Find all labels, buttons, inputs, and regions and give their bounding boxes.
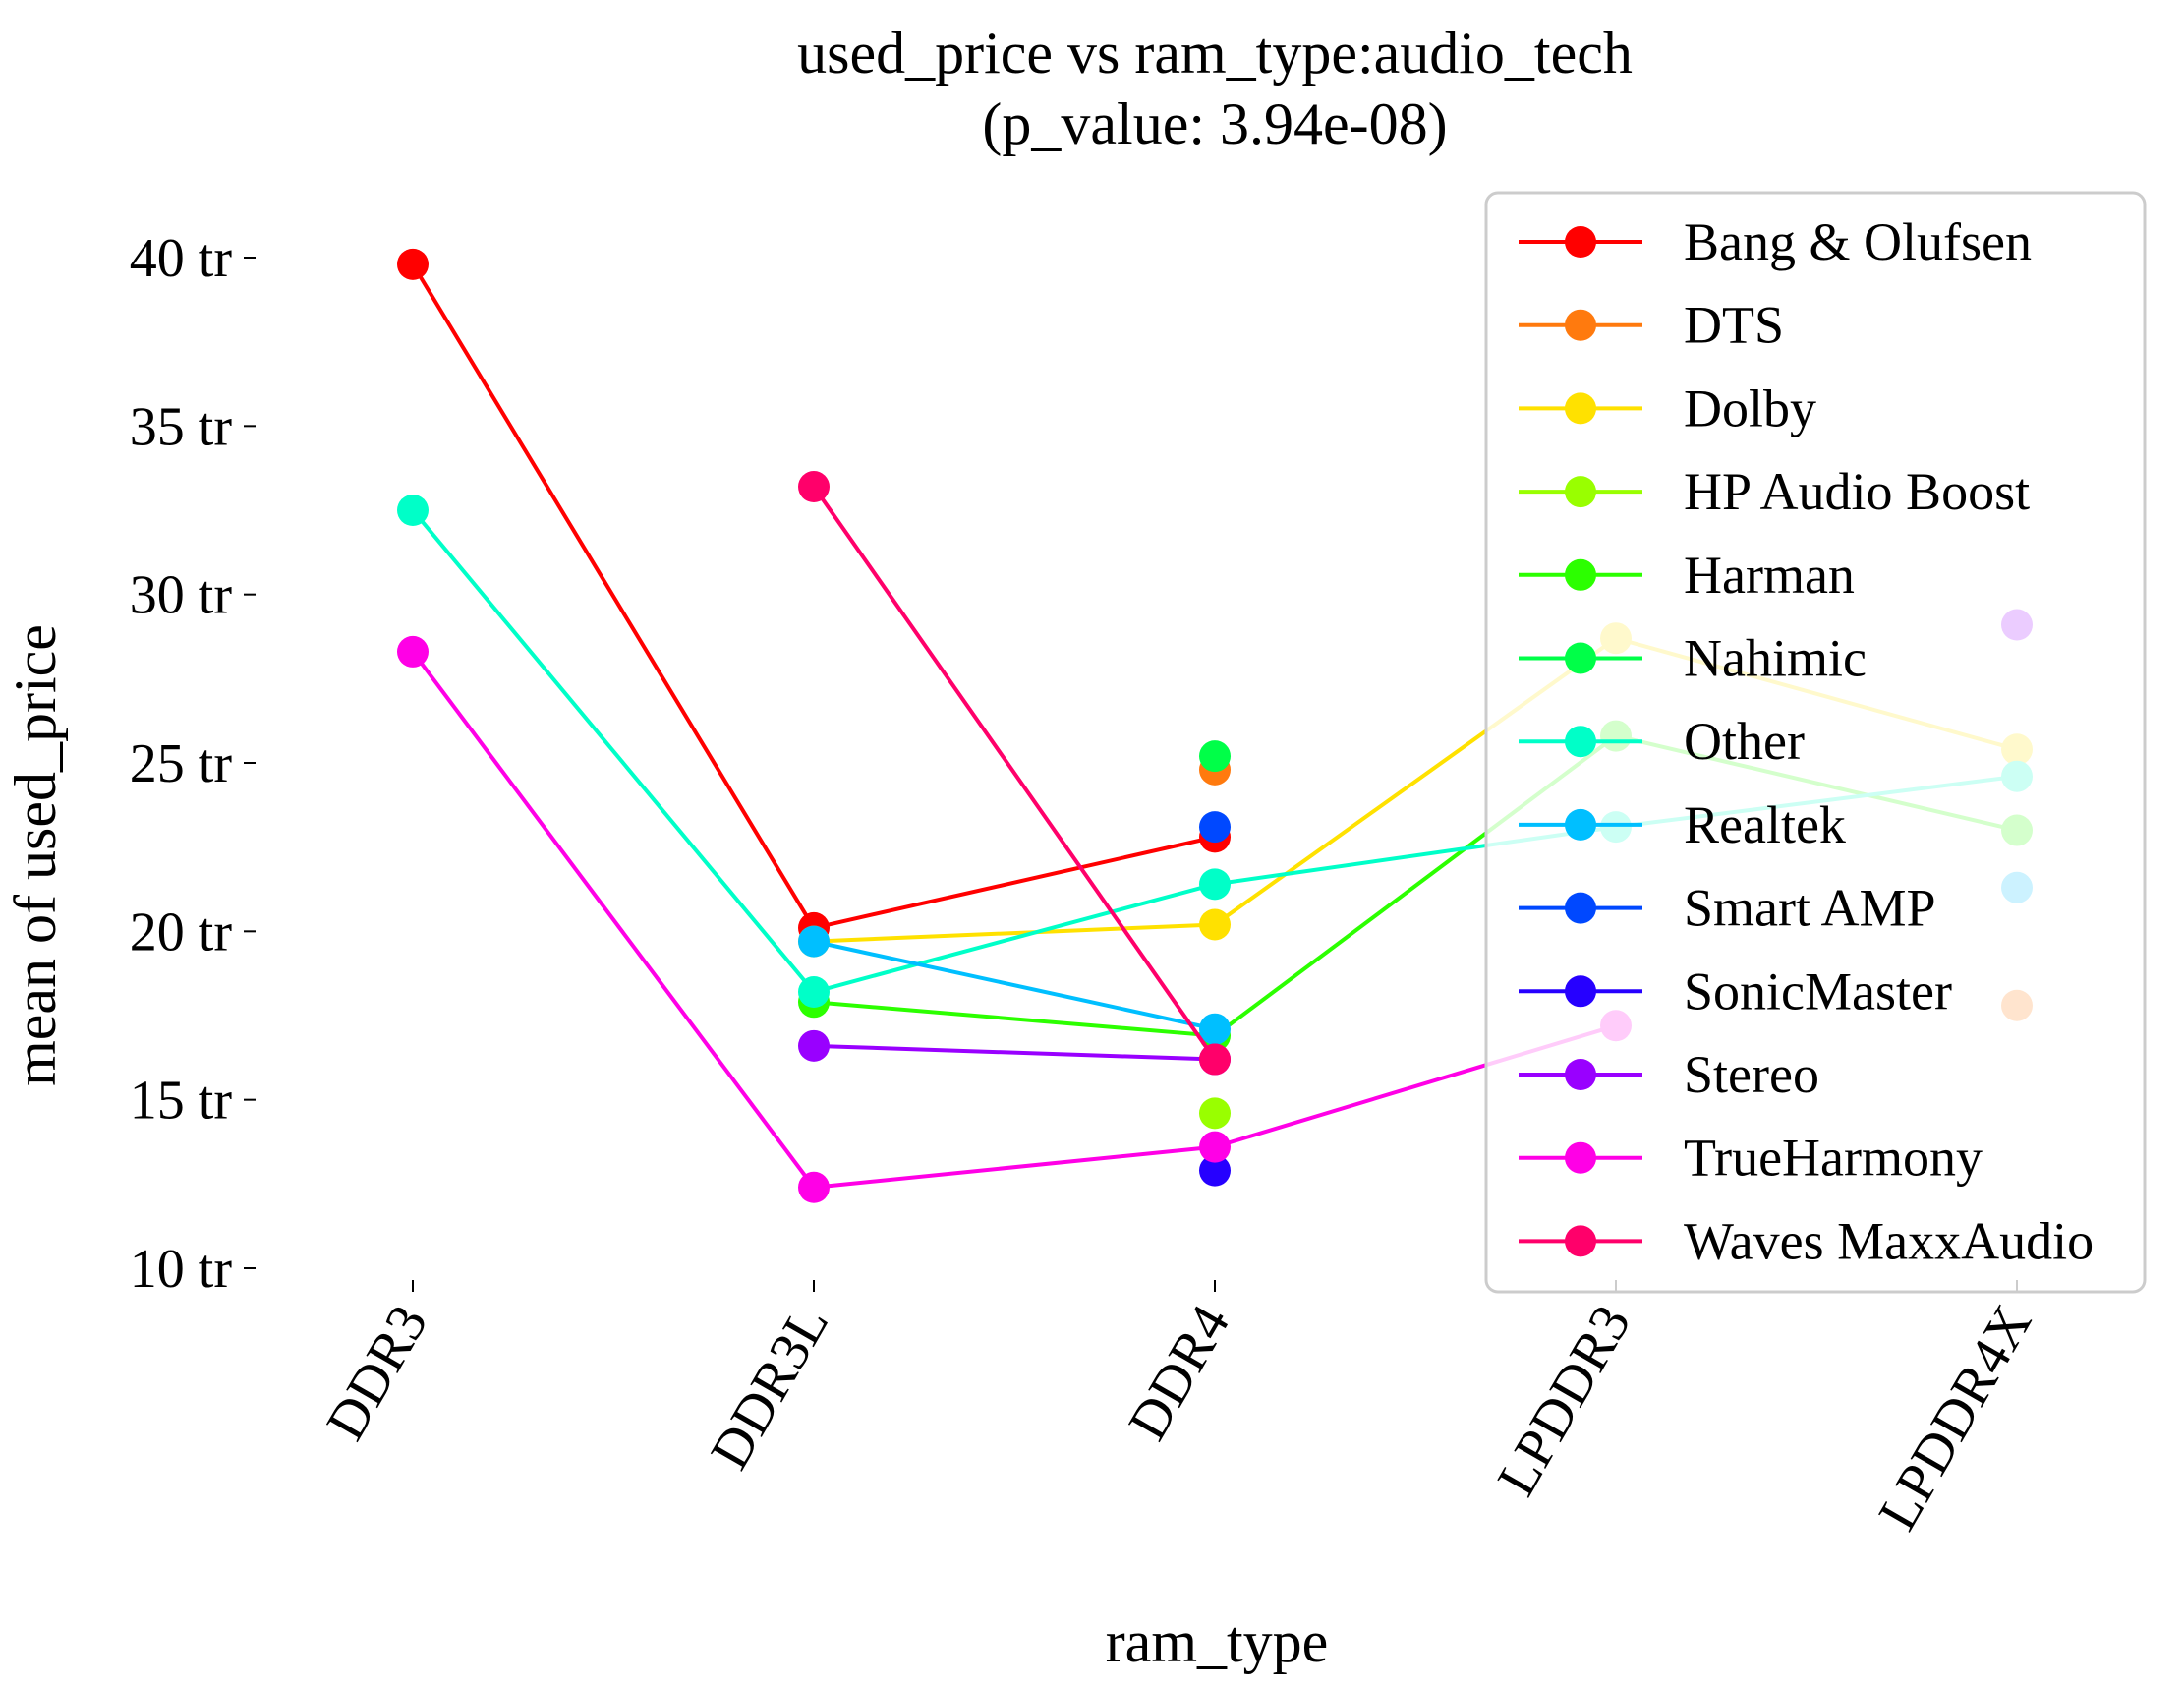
series [1199, 1154, 1231, 1187]
legend-item: Realtek [1519, 795, 1846, 854]
legend-item: Nahimic [1519, 629, 1867, 688]
legend-item: Bang & Olufsen [1519, 212, 2032, 271]
y-axis-label: mean of used_price [3, 624, 68, 1086]
data-point [397, 635, 429, 668]
chart-title: used_price vs ram_type:audio_tech [797, 21, 1633, 86]
legend-frame [1484, 191, 2147, 1294]
series-line-segment [813, 1000, 1216, 1038]
legend-item: Harman [1519, 546, 1855, 605]
x-axis-label: ram_type [1106, 1609, 1329, 1674]
series [397, 635, 1632, 1203]
series-line-segment [813, 1144, 1216, 1190]
legend-label: HP Audio Boost [1684, 462, 2030, 521]
data-point [1199, 908, 1231, 941]
legend-label: Bang & Olufsen [1684, 212, 2032, 271]
series-line-segment [812, 485, 1217, 1061]
series-line-segment [411, 262, 816, 929]
legend-label: Harman [1684, 546, 1855, 605]
legend-marker [1565, 892, 1596, 924]
x-tick-label: LPDDR4X [1868, 1296, 2044, 1541]
x-tick-label: DDR3 [315, 1296, 439, 1451]
chart-subtitle: (p_value: 3.94e-08) [982, 91, 1447, 156]
legend-items: Bang & Olufsen DTS Dolby HP Audio Boost Harm… [1519, 212, 2094, 1270]
legend-item: Dolby [1519, 379, 1816, 437]
legend-marker [1565, 309, 1596, 341]
x-axis: DDR3 DDR3L DDR4 LPDDR3 LPDDR4X [315, 1280, 2043, 1541]
y-tick-label: 20 tr [130, 902, 233, 962]
data-point [798, 1029, 830, 1062]
legend-item: TrueHarmony [1519, 1129, 1983, 1188]
legend-label: SonicMaster [1684, 961, 1952, 1020]
y-tick-label: 10 tr [130, 1239, 233, 1300]
series-line-segment [813, 882, 1216, 994]
series [1199, 740, 1231, 773]
legend-item: SonicMaster [1519, 961, 1952, 1020]
data-point [1199, 1131, 1231, 1163]
legend-marker [1565, 642, 1596, 674]
legend-marker [1565, 558, 1596, 591]
legend-marker [1565, 1059, 1596, 1090]
legend-marker [1565, 1225, 1596, 1257]
y-tick-label: 25 tr [130, 733, 233, 794]
legend-label: DTS [1684, 296, 1784, 355]
data-point [1199, 1154, 1231, 1187]
data-point [1199, 811, 1231, 844]
legend-item: DTS [1519, 296, 1784, 355]
legend-item: Waves MaxxAudio [1519, 1211, 2094, 1270]
y-axis: 10 tr 15 tr 20 tr 25 tr 30 tr 35 tr 40 tr [130, 228, 256, 1300]
data-point [1199, 1097, 1231, 1130]
data-point [1199, 1043, 1231, 1076]
legend-label: Nahimic [1684, 629, 1867, 688]
legend-item: Stereo [1519, 1045, 1819, 1104]
legend-label: Stereo [1684, 1045, 1819, 1104]
legend-item: Other [1519, 712, 1805, 771]
data-point [397, 248, 429, 280]
y-tick-label: 35 tr [130, 396, 233, 457]
legend-marker [1565, 726, 1596, 758]
legend-label: Dolby [1684, 379, 1816, 437]
legend-item: Smart AMP [1519, 879, 1936, 938]
x-tick-label: DDR4 [1117, 1296, 1241, 1451]
series [1199, 1097, 1231, 1130]
series [397, 248, 1231, 944]
legend-label: TrueHarmony [1684, 1129, 1983, 1188]
y-tick-label: 40 tr [130, 228, 233, 289]
legend-label: Realtek [1684, 795, 1846, 854]
data-point [397, 495, 429, 526]
legend-item: HP Audio Boost [1519, 462, 2030, 521]
data-point [798, 1171, 830, 1203]
series-line-segment [813, 1043, 1216, 1062]
legend-label: Other [1684, 712, 1805, 771]
legend-marker [1565, 808, 1596, 841]
series-line-segment [813, 922, 1216, 944]
y-tick-label: 15 tr [130, 1071, 233, 1132]
legend-marker [1565, 392, 1596, 425]
legend-marker [1565, 1141, 1596, 1174]
data-point [1199, 868, 1231, 901]
series [798, 471, 1231, 1076]
data-point [798, 471, 830, 503]
y-tick-label: 30 tr [130, 565, 233, 626]
legend-label: Smart AMP [1684, 879, 1936, 938]
data-point [798, 976, 830, 1009]
legend: Bang & Olufsen DTS Dolby HP Audio Boost Harm… [1484, 191, 2147, 1294]
legend-marker [1565, 476, 1596, 508]
data-point [798, 925, 830, 958]
series-line-segment [813, 835, 1216, 930]
legend-label: Waves MaxxAudio [1684, 1211, 2094, 1270]
series-line-segment [813, 939, 1216, 1031]
data-point [1199, 1013, 1231, 1045]
series [1199, 811, 1231, 844]
x-tick-label: DDR3L [699, 1296, 840, 1480]
data-point [1199, 740, 1231, 773]
x-tick-label: LPDDR3 [1486, 1296, 1642, 1506]
series-line-segment [411, 508, 816, 994]
series-line-segment [411, 650, 816, 1189]
legend-marker [1565, 975, 1596, 1008]
legend-marker [1565, 226, 1596, 258]
